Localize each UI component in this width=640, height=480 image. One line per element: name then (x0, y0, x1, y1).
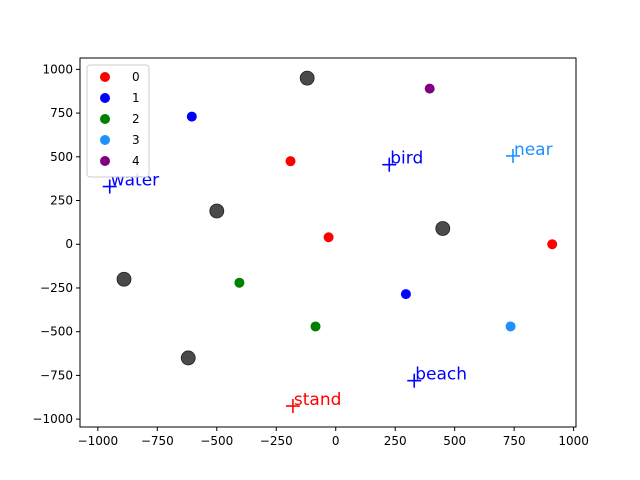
gray-point (435, 221, 451, 236)
legend-marker-0 (100, 72, 110, 82)
x-tick-label: 1000 (558, 434, 589, 448)
legend-label: 2 (132, 112, 140, 126)
word-label: beach (415, 365, 467, 385)
series-3-point (505, 321, 516, 332)
legend-label: 0 (132, 70, 140, 84)
legend-box (86, 64, 150, 178)
y-tick-label: 500 (50, 150, 73, 164)
y-tick-label: 1000 (42, 62, 73, 76)
series-0-point (547, 239, 558, 250)
legend-label: 3 (132, 133, 140, 147)
plot-frame (79, 57, 577, 428)
series-1-point (400, 289, 411, 300)
y-tick-label: −250 (40, 281, 73, 295)
x-tick-label: −250 (260, 434, 293, 448)
legend-marker-2 (100, 114, 110, 124)
y-tick-label: −750 (40, 368, 73, 382)
word-label: near (514, 140, 553, 160)
gray-point (299, 70, 315, 86)
y-tick-label: 750 (50, 106, 73, 120)
y-tick-label: 250 (50, 194, 73, 208)
series-0-point (285, 156, 296, 167)
gray-point (180, 350, 196, 366)
legend-marker-1 (100, 93, 110, 103)
series-0-point (323, 232, 334, 243)
legend-label: 4 (132, 154, 140, 168)
gray-point (116, 271, 132, 287)
legend-marker-4 (100, 156, 110, 166)
x-axis: −1000 −750 −500 −250 0 250 500 750 1000 (78, 427, 589, 448)
x-tick-label: 750 (503, 434, 526, 448)
legend-label: 1 (132, 91, 140, 105)
x-tick-label: −750 (141, 434, 174, 448)
word-label: stand (294, 390, 342, 410)
y-tick-label: 0 (65, 237, 73, 251)
x-tick-label: −500 (200, 434, 233, 448)
series-points (186, 83, 558, 332)
plot-area (80, 58, 576, 427)
gray-points (116, 70, 451, 366)
legend-marker-3 (100, 135, 110, 145)
series-2-point (234, 277, 245, 288)
x-tick-label: 500 (443, 434, 466, 448)
x-tick-label: −1000 (78, 434, 119, 448)
series-4-point (424, 83, 435, 94)
word-label: bird (390, 149, 423, 169)
gray-point (209, 203, 225, 219)
x-tick-label: 250 (384, 434, 407, 448)
legend: 0 1 2 3 4 (86, 64, 150, 178)
series-1-point (186, 111, 197, 122)
y-tick-label: −500 (40, 325, 73, 339)
x-tick-label: 0 (332, 434, 340, 448)
y-axis: −1000 −750 −500 −250 0 250 500 750 1000 (32, 62, 80, 426)
y-tick-label: −1000 (32, 412, 73, 426)
series-2-point (310, 321, 321, 332)
